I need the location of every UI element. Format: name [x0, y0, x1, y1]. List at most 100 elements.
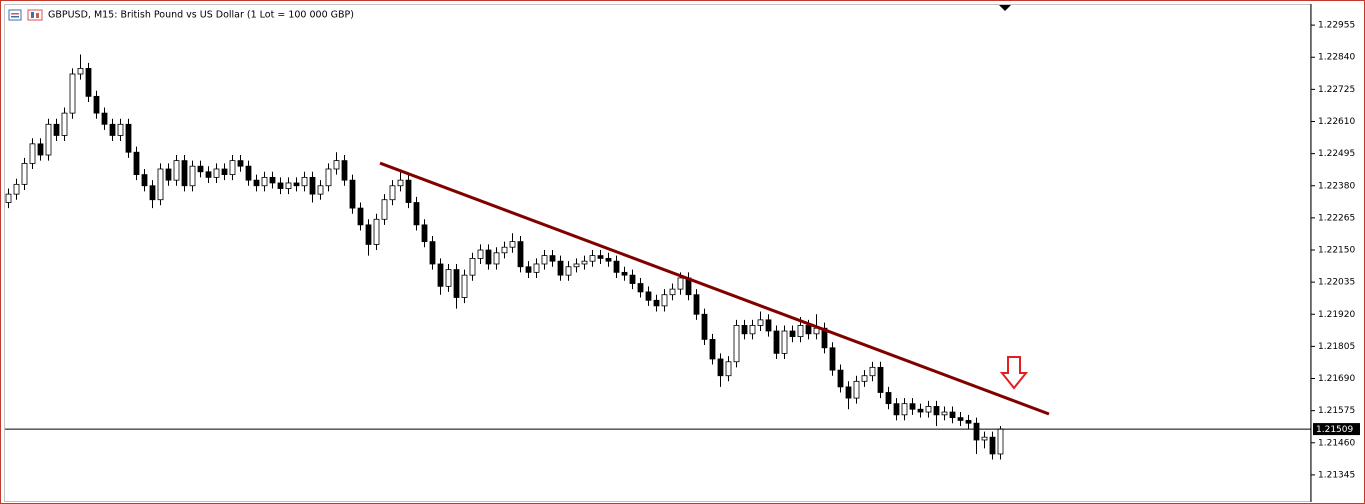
candle-body — [781, 330, 788, 354]
window-icon[interactable] — [8, 9, 22, 21]
candle-body — [181, 160, 188, 187]
candle-body — [101, 112, 108, 125]
y-tick-label: 1.22495 — [1318, 149, 1355, 159]
candle-body — [981, 436, 988, 441]
candle-body — [5, 193, 12, 203]
candle-body — [653, 299, 660, 307]
candle-body — [997, 428, 1004, 455]
candle-body — [61, 112, 68, 136]
candle-body — [165, 168, 172, 181]
candle-body — [869, 366, 876, 377]
candle-body — [901, 403, 908, 416]
candle-body — [941, 411, 948, 416]
candle-body — [757, 319, 764, 326]
candle-body — [693, 294, 700, 315]
candle-body — [461, 274, 468, 298]
candle-body — [325, 168, 332, 187]
candle-body — [157, 168, 164, 201]
candle-body — [373, 218, 380, 245]
candle-body — [909, 403, 916, 410]
candle-body — [437, 263, 444, 287]
candle-body — [933, 406, 940, 416]
y-tick-label: 1.22035 — [1318, 278, 1355, 288]
y-tick-label: 1.22725 — [1318, 85, 1355, 95]
shift-marker — [999, 5, 1011, 11]
candle-body — [605, 257, 612, 262]
y-tick-label: 1.21805 — [1318, 342, 1355, 352]
y-tick-label: 1.22265 — [1318, 213, 1355, 223]
candle-body — [517, 241, 524, 268]
candle-body — [733, 325, 740, 363]
candle-body — [253, 179, 260, 187]
candle-body — [357, 207, 364, 226]
chart-icon-detail — [36, 13, 39, 18]
y-tick-label: 1.21460 — [1318, 438, 1355, 448]
candle-body — [205, 171, 212, 178]
candle-body — [381, 199, 388, 220]
candle-body — [853, 380, 860, 399]
candle-body — [877, 366, 884, 393]
candle-body — [93, 95, 100, 114]
y-tick-label: 1.21690 — [1318, 374, 1355, 384]
candle-body — [701, 313, 708, 340]
candle-body — [429, 241, 436, 265]
window-icon-detail — [11, 16, 19, 18]
candle-body — [493, 252, 500, 265]
candle-body — [229, 160, 236, 175]
candle-body — [109, 123, 116, 136]
candle-body — [213, 168, 220, 178]
candle-body — [677, 277, 684, 290]
candle-body — [405, 179, 412, 203]
candle-body — [77, 68, 84, 75]
candle-body — [85, 68, 92, 97]
candle-body — [885, 392, 892, 405]
chart-icon[interactable] — [27, 9, 43, 21]
candle-body — [125, 123, 132, 153]
candle-body — [925, 406, 932, 413]
candle-body — [861, 375, 868, 382]
candle-body — [149, 185, 156, 201]
candle-body — [469, 257, 476, 276]
candle-body — [309, 176, 316, 195]
candle-body — [237, 160, 244, 167]
window-icon-detail — [11, 13, 19, 15]
candle-body — [69, 73, 76, 114]
candle-body — [37, 143, 44, 156]
last-price-box — [1313, 423, 1360, 436]
candle-body — [485, 249, 492, 265]
candle-body — [189, 165, 196, 187]
candle-body — [845, 386, 852, 399]
candle-body — [541, 255, 548, 265]
y-tick-label: 1.22610 — [1318, 117, 1355, 127]
candle-body — [965, 420, 972, 424]
candle-body — [13, 183, 20, 195]
last-price-label: 1.21509 — [1316, 425, 1353, 435]
candle-body — [805, 325, 812, 335]
candle-body — [917, 408, 924, 413]
candle-body — [741, 325, 748, 335]
candles — [5, 54, 1004, 460]
down-arrow — [999, 356, 1029, 390]
candle-body — [629, 274, 636, 284]
candle-body — [749, 325, 756, 335]
candle-body — [725, 361, 732, 377]
candle-body — [789, 330, 796, 338]
candle-body — [949, 411, 956, 419]
candle-body — [669, 288, 676, 296]
candle-body — [221, 168, 228, 175]
candle-body — [285, 182, 292, 189]
candle-body — [957, 417, 964, 421]
y-tick-label: 1.22955 — [1318, 21, 1355, 31]
candle-body — [829, 347, 836, 371]
candle-body — [613, 260, 620, 273]
candle-body — [173, 160, 180, 181]
candle-body — [269, 176, 276, 184]
candle-body — [389, 185, 396, 201]
candle-body — [837, 369, 844, 388]
candle-body — [261, 176, 268, 187]
y-tick-label: 1.21345 — [1318, 470, 1355, 480]
candle-body — [349, 179, 356, 209]
candle-body — [45, 123, 52, 156]
candle-body — [133, 151, 140, 175]
candle-body — [709, 339, 716, 360]
